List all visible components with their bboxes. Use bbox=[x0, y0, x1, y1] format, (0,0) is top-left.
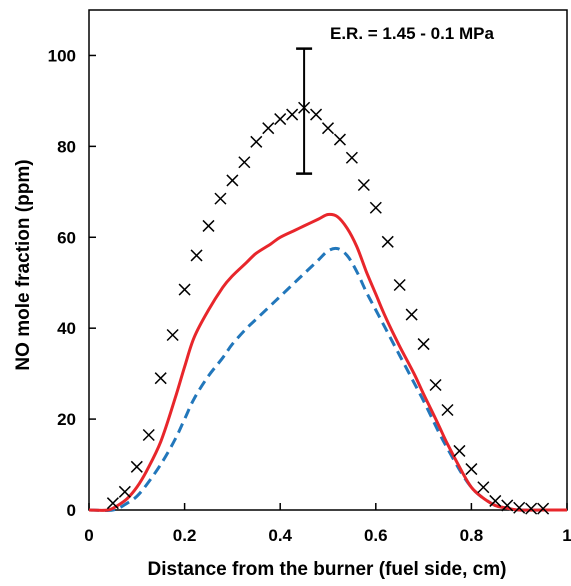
data-point-marker bbox=[238, 156, 251, 169]
data-point-marker bbox=[405, 308, 418, 321]
solid-series-line bbox=[88, 212, 567, 512]
data-point-marker bbox=[321, 122, 335, 135]
x-tick-label: 1 bbox=[562, 526, 571, 545]
data-point-marker bbox=[250, 135, 263, 148]
data-point-marker bbox=[441, 403, 454, 417]
x-axis-title: Distance from the burner (fuel side, cm) bbox=[148, 559, 507, 580]
data-point-marker bbox=[154, 372, 167, 385]
plot-frame bbox=[88, 9, 568, 511]
data-point-marker bbox=[190, 249, 203, 262]
data-point-marker bbox=[369, 201, 382, 214]
data-point-marker bbox=[333, 133, 346, 146]
data-point-marker bbox=[453, 444, 466, 457]
error-bar bbox=[296, 47, 313, 175]
dashed-series-line bbox=[88, 246, 567, 512]
data-point-marker bbox=[465, 463, 478, 476]
y-axis-ticks: 0 20 40 60 80 100 bbox=[48, 46, 96, 520]
data-point-marker bbox=[214, 192, 227, 205]
data-point-marker bbox=[357, 178, 370, 192]
plot-border bbox=[88, 9, 568, 511]
data-point-marker bbox=[274, 113, 287, 126]
data-point-marker bbox=[130, 460, 143, 473]
y-tick-label: 80 bbox=[57, 137, 76, 156]
data-point-marker bbox=[178, 283, 191, 296]
data-point-marker bbox=[501, 499, 514, 512]
data-point-marker bbox=[286, 108, 299, 121]
data-point-marker bbox=[513, 501, 526, 514]
y-axis-title: NO mole fraction (ppm) bbox=[13, 159, 34, 370]
y-tick-label: 0 bbox=[67, 501, 76, 520]
data-point-marker bbox=[106, 497, 119, 510]
x-tick-label: 0.4 bbox=[268, 526, 292, 545]
data-point-marker bbox=[310, 108, 323, 121]
series-lines bbox=[88, 212, 567, 512]
data-point-marker bbox=[381, 235, 394, 248]
data-point-marker bbox=[262, 122, 275, 135]
x-axis-ticks: 0 0.2 0.4 0.6 0.8 1 bbox=[84, 503, 571, 545]
data-point-marker bbox=[142, 428, 155, 442]
y-tick-label: 100 bbox=[48, 46, 76, 65]
data-point-marker bbox=[118, 485, 131, 498]
data-point-marker bbox=[393, 278, 406, 292]
x-tick-label: 0.2 bbox=[173, 526, 197, 545]
experiment-markers bbox=[106, 101, 550, 515]
data-point-marker bbox=[489, 494, 502, 507]
data-point-marker bbox=[166, 328, 179, 342]
y-tick-label: 20 bbox=[57, 410, 76, 429]
x-tick-label: 0.8 bbox=[460, 526, 484, 545]
x-tick-label: 0.6 bbox=[364, 526, 388, 545]
data-point-marker bbox=[345, 151, 358, 164]
data-point-marker bbox=[537, 502, 550, 515]
chart-annotation: E.R. = 1.45 - 0.1 MPa bbox=[330, 24, 494, 43]
data-point-marker bbox=[202, 219, 215, 232]
y-tick-label: 40 bbox=[57, 319, 76, 338]
data-point-marker bbox=[417, 338, 430, 351]
data-point-marker bbox=[525, 502, 538, 515]
data-point-marker bbox=[429, 378, 442, 392]
x-tick-label: 0 bbox=[84, 526, 93, 545]
data-point-marker bbox=[226, 174, 239, 187]
data-point-marker bbox=[477, 481, 490, 494]
y-tick-label: 60 bbox=[57, 228, 76, 247]
